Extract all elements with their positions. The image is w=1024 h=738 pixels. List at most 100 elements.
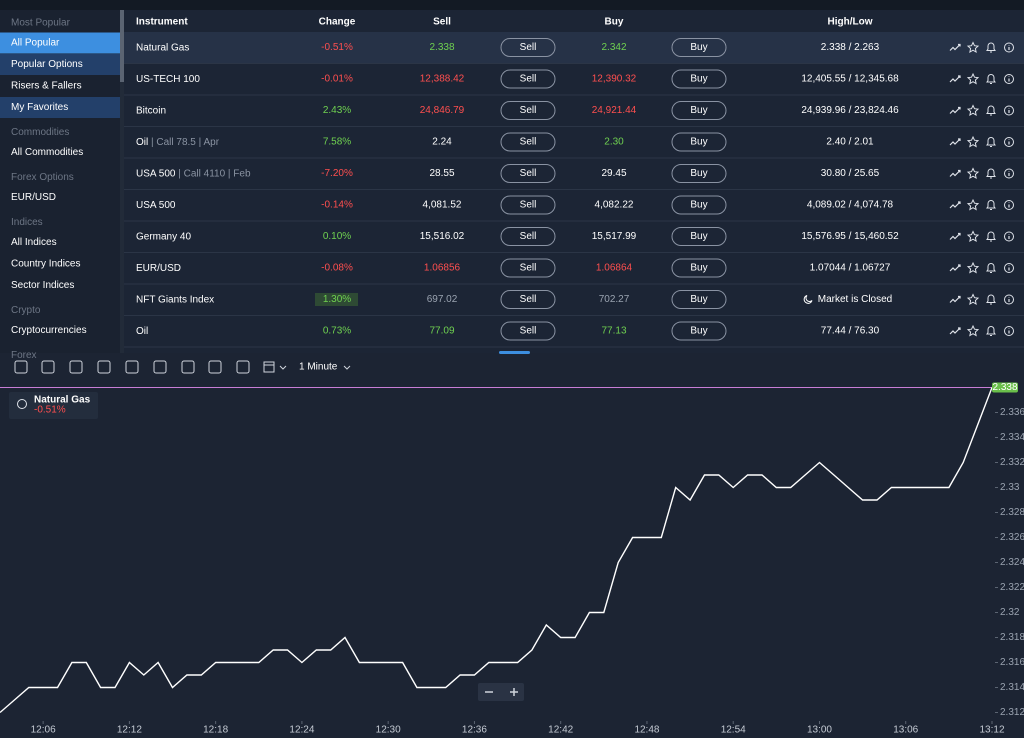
sidebar-item[interactable]: All Indices xyxy=(11,237,57,248)
buy-button-label[interactable]: Buy xyxy=(690,326,707,337)
sidebar-item[interactable]: EUR/USD xyxy=(11,192,56,203)
sidebar-item-bg[interactable] xyxy=(0,97,120,118)
alert-icon[interactable] xyxy=(986,105,996,116)
chart-icon[interactable] xyxy=(949,106,961,114)
alert-icon[interactable] xyxy=(986,294,996,305)
sidebar-item[interactable]: Sector Indices xyxy=(11,280,74,291)
instrument-name[interactable]: Oil | Call 78.5 | Apr xyxy=(136,137,220,148)
info-icon[interactable] xyxy=(1004,137,1014,147)
alert-icon[interactable] xyxy=(986,137,996,147)
instrument-name[interactable]: USA 500 xyxy=(136,200,176,211)
sidebar-item[interactable]: Risers & Fallers xyxy=(11,81,82,92)
alert-icon[interactable] xyxy=(986,42,996,53)
sell-button-label[interactable]: Sell xyxy=(520,231,537,242)
sell-button-label[interactable]: Sell xyxy=(520,74,537,85)
chart-icon[interactable] xyxy=(949,295,961,303)
sidebar-item[interactable]: All Commodities xyxy=(11,147,83,158)
alert-icon[interactable] xyxy=(986,200,996,210)
sell-button-label[interactable]: Sell xyxy=(520,42,537,53)
alert-icon[interactable] xyxy=(986,231,996,242)
sell-button[interactable] xyxy=(500,132,556,152)
alert-icon[interactable] xyxy=(986,263,996,273)
sell-button[interactable] xyxy=(500,69,556,89)
instrument-name[interactable]: USA 500 | Call 4110 | Feb xyxy=(136,168,251,179)
buy-button[interactable] xyxy=(671,290,727,309)
sidebar-item-bg[interactable] xyxy=(0,54,120,75)
favorite-icon[interactable] xyxy=(966,167,980,179)
scrollbar-thumb[interactable] xyxy=(120,10,124,82)
sell-button-label[interactable]: Sell xyxy=(520,168,537,179)
chart-icon[interactable] xyxy=(949,43,961,51)
toolbar-icon[interactable] xyxy=(41,360,55,374)
alert-icon[interactable] xyxy=(986,326,996,336)
buy-button-label[interactable]: Buy xyxy=(690,105,707,116)
sell-button[interactable] xyxy=(500,195,556,215)
favorite-icon[interactable] xyxy=(966,135,980,148)
info-icon[interactable] xyxy=(1004,74,1014,84)
buy-button[interactable] xyxy=(671,195,727,215)
chart-icon[interactable] xyxy=(949,75,961,83)
favorite-icon[interactable] xyxy=(966,41,980,53)
chart-icon[interactable] xyxy=(949,327,961,335)
favorite-icon[interactable] xyxy=(966,261,980,274)
buy-button-label[interactable]: Buy xyxy=(690,294,707,305)
buy-button-label[interactable]: Buy xyxy=(690,42,707,53)
buy-button[interactable] xyxy=(671,38,727,57)
resize-handle[interactable] xyxy=(499,351,530,354)
buy-button-label[interactable]: Buy xyxy=(690,263,707,274)
chart-icon[interactable] xyxy=(949,264,961,272)
buy-button-label[interactable]: Buy xyxy=(690,74,707,85)
sell-button[interactable] xyxy=(500,38,556,57)
sidebar-item[interactable]: My Favorites xyxy=(11,102,68,113)
info-icon[interactable] xyxy=(1004,231,1014,242)
favorite-icon[interactable] xyxy=(966,293,980,305)
favorite-icon[interactable] xyxy=(966,104,980,116)
buy-button-label[interactable]: Buy xyxy=(690,200,707,211)
toolbar-icon[interactable] xyxy=(153,360,167,374)
info-icon[interactable] xyxy=(1004,200,1014,210)
legend-info-icon[interactable] xyxy=(17,399,27,409)
instrument-name[interactable]: Natural Gas xyxy=(136,42,189,53)
sell-button[interactable] xyxy=(500,258,556,278)
calendar-icon[interactable] xyxy=(263,361,275,373)
buy-button[interactable] xyxy=(671,258,727,278)
buy-button[interactable] xyxy=(671,164,727,183)
sell-button-label[interactable]: Sell xyxy=(520,326,537,337)
info-icon[interactable] xyxy=(1004,326,1014,336)
buy-button-label[interactable]: Buy xyxy=(690,137,707,148)
favorite-icon[interactable] xyxy=(966,198,980,211)
buy-button[interactable] xyxy=(671,69,727,89)
sell-button-label[interactable]: Sell xyxy=(520,263,537,274)
alert-icon[interactable] xyxy=(986,168,996,179)
chart-icon[interactable] xyxy=(949,201,961,209)
row-selected[interactable] xyxy=(124,32,1024,64)
favorite-icon[interactable] xyxy=(966,72,980,85)
sidebar-item-active[interactable] xyxy=(0,32,120,54)
toolbar-icon[interactable] xyxy=(69,360,83,374)
instrument-name[interactable]: NFT Giants Index xyxy=(136,294,214,305)
toolbar-icon[interactable] xyxy=(14,360,28,374)
sidebar-item[interactable]: Country Indices xyxy=(11,259,80,270)
buy-button[interactable] xyxy=(671,101,727,120)
info-icon[interactable] xyxy=(1004,294,1014,305)
toolbar-icon[interactable] xyxy=(97,360,111,374)
favorite-icon[interactable] xyxy=(966,230,980,242)
toolbar-icon[interactable] xyxy=(208,360,222,374)
instrument-name[interactable]: Oil xyxy=(136,326,148,337)
sell-button-label[interactable]: Sell xyxy=(520,200,537,211)
sell-button-label[interactable]: Sell xyxy=(520,137,537,148)
info-icon[interactable] xyxy=(1004,263,1014,273)
favorite-icon[interactable] xyxy=(966,324,980,337)
instrument-name[interactable]: Bitcoin xyxy=(136,105,166,116)
buy-button-label[interactable]: Buy xyxy=(690,231,707,242)
buy-button[interactable] xyxy=(671,321,727,341)
toolbar-icon[interactable] xyxy=(181,360,195,374)
sell-button[interactable] xyxy=(500,227,556,246)
buy-button[interactable] xyxy=(671,132,727,152)
info-icon[interactable] xyxy=(1004,168,1014,179)
info-icon[interactable] xyxy=(1004,42,1014,53)
interval-selector[interactable]: 1 Minute xyxy=(299,362,338,373)
chart-icon[interactable] xyxy=(949,169,961,177)
sell-button[interactable] xyxy=(500,164,556,183)
sidebar-item[interactable]: Popular Options xyxy=(11,59,83,70)
